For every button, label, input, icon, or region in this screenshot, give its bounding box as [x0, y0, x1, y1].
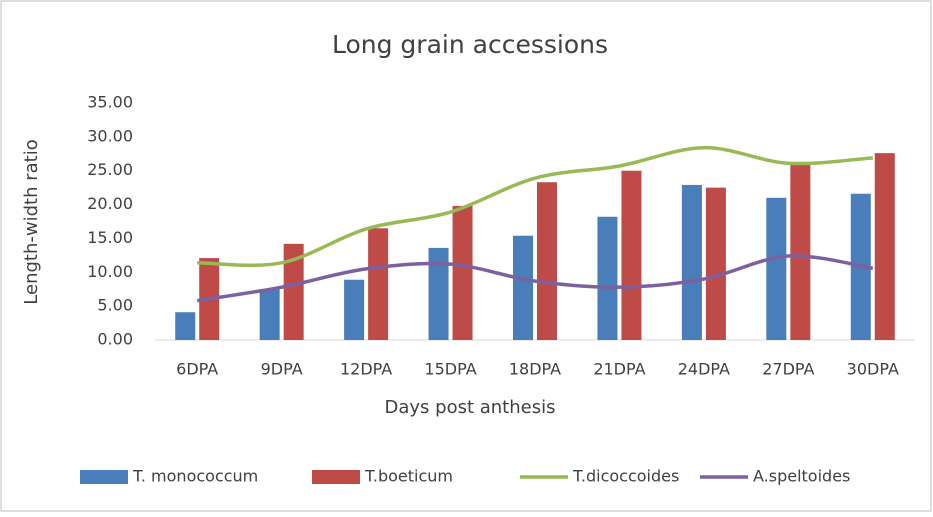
y-tick-label: 5.00 [97, 296, 133, 315]
bar [705, 187, 726, 340]
x-tick-label: 6DPA [176, 360, 218, 379]
bar [452, 205, 473, 340]
line-series [197, 145, 873, 268]
bar [681, 184, 702, 340]
chart-title: Long grain accessions [332, 30, 608, 59]
x-tick-label: 18DPA [509, 360, 561, 379]
legend-label: T.dicoccoides [572, 467, 679, 486]
bar [259, 289, 280, 340]
legend-label: T.boeticum [364, 467, 453, 486]
bar [874, 153, 895, 340]
bar [175, 312, 196, 340]
x-tick-label: 27DPA [762, 360, 814, 379]
x-tick-label: 15DPA [424, 360, 476, 379]
x-tick-label: 30DPA [847, 360, 899, 379]
bar [790, 163, 811, 340]
legend-label: A.speltoides [753, 467, 850, 486]
y-tick-label: 15.00 [87, 228, 133, 247]
y-axis-title: Length-width ratio [21, 139, 42, 304]
y-tick-label: 20.00 [87, 194, 133, 213]
x-axis-title: Days post anthesis [385, 397, 556, 418]
bar [766, 197, 787, 340]
x-tick-label: 21DPA [593, 360, 645, 379]
legend-swatch [80, 470, 128, 484]
y-tick-label: 30.00 [87, 126, 133, 145]
y-tick-label: 10.00 [87, 262, 133, 281]
bar [597, 216, 618, 340]
bar [344, 279, 365, 340]
bar [368, 228, 389, 340]
bar [428, 247, 449, 340]
y-tick-label: 25.00 [87, 160, 133, 179]
bar [537, 182, 557, 340]
x-tick-label: 12DPA [340, 360, 392, 379]
legend-swatch [312, 470, 360, 484]
bar [283, 243, 304, 340]
legend-label: T. monococcum [132, 467, 258, 486]
line-series [196, 254, 874, 303]
bar [513, 235, 533, 340]
x-tick-label: 24DPA [678, 360, 730, 379]
y-tick-label: 0.00 [97, 330, 133, 349]
x-tick-label: 9DPA [261, 360, 303, 379]
y-tick-label: 35.00 [87, 93, 133, 112]
bar [621, 170, 642, 340]
